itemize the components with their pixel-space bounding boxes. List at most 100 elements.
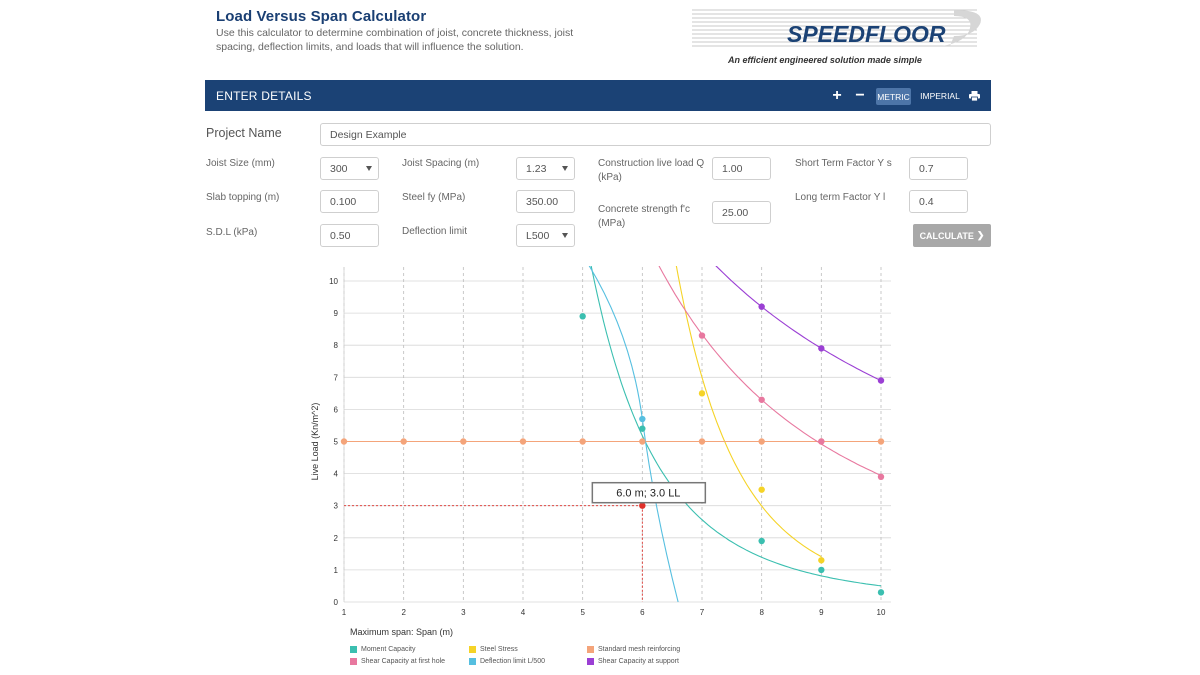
chart-points <box>340 303 885 596</box>
x-tick-label: 2 <box>401 608 406 617</box>
x-tick-label: 1 <box>342 608 347 617</box>
legend-label: Shear Capacity at first hole <box>361 658 446 665</box>
selected-point <box>639 502 646 509</box>
steel-fy-label: Steel fy (MPa) <box>402 192 466 203</box>
legend-item[interactable]: Steel Stress <box>469 646 518 653</box>
series-point-4 <box>639 415 646 423</box>
y-axis-label: Live Load (Kn/m^2) <box>310 403 320 481</box>
legend-item[interactable]: Moment Capacity <box>350 646 415 653</box>
series-point-2 <box>639 438 646 445</box>
y-tick-label: 1 <box>334 566 339 575</box>
series-line-3 <box>658 266 882 476</box>
print-icon[interactable] <box>967 80 981 111</box>
legend-label: Shear Capacity at support <box>598 658 679 665</box>
y-tick-label: 7 <box>334 373 339 382</box>
legend-swatch <box>587 646 594 653</box>
minus-icon[interactable]: − <box>855 86 865 104</box>
long-term-factor-input[interactable]: 0.4 <box>909 190 968 213</box>
chevron-down-icon <box>366 166 372 171</box>
y-tick-label: 5 <box>334 438 339 447</box>
concrete-strength-label: Concrete strength f'c (MPa) <box>598 204 690 229</box>
imperial-button[interactable]: IMPERIAL <box>920 90 960 101</box>
joist-size-select[interactable]: 300 <box>320 157 379 180</box>
joist-spacing-value: 1.23 <box>526 163 547 175</box>
plus-icon[interactable]: + <box>832 86 842 104</box>
series-point-0 <box>758 537 765 545</box>
series-point-5 <box>818 345 825 352</box>
y-tick-label: 3 <box>334 502 339 511</box>
series-line-0 <box>590 266 882 587</box>
legend-item[interactable]: Shear Capacity at first hole <box>350 658 445 665</box>
series-point-0 <box>877 589 885 596</box>
legend-swatch <box>350 658 357 665</box>
series-point-5 <box>877 377 885 384</box>
series-point-0 <box>639 425 646 432</box>
series-point-2 <box>877 438 885 445</box>
legend-swatch <box>350 646 357 653</box>
series-line-5 <box>715 266 882 381</box>
metric-button[interactable]: METRIC <box>876 88 911 105</box>
page-title: Load Versus Span Calculator <box>216 8 427 25</box>
legend-swatch <box>587 658 594 665</box>
deflection-limit-select[interactable]: L500 <box>516 224 575 247</box>
long-term-factor-label: Long term Factor Y l <box>795 192 886 203</box>
legend-label: Standard mesh reinforcing <box>598 646 681 653</box>
series-point-0 <box>818 566 825 574</box>
x-tick-label: 3 <box>461 608 466 617</box>
enter-details-header: ENTER DETAILS + − METRIC IMPERIAL <box>205 80 991 111</box>
y-tick-label: 9 <box>334 309 339 318</box>
series-point-2 <box>758 438 765 445</box>
legend-item[interactable]: Standard mesh reinforcing <box>587 646 680 653</box>
series-point-3 <box>758 396 765 403</box>
series-point-1 <box>698 390 706 397</box>
x-tick-label: 7 <box>700 608 705 617</box>
construction-live-load-input[interactable]: 1.00 <box>712 157 771 180</box>
slab-topping-label: Slab topping (m) <box>206 192 280 203</box>
series-point-2 <box>400 438 407 445</box>
series-point-3 <box>818 438 825 445</box>
series-point-2 <box>698 438 706 445</box>
short-term-factor-label: Short Term Factor Y s <box>795 158 892 169</box>
project-name-input[interactable]: Design Example <box>320 123 991 146</box>
series-point-2 <box>460 438 467 445</box>
series-point-1 <box>818 557 825 564</box>
short-term-factor-input[interactable]: 0.7 <box>909 157 968 180</box>
x-axis-label: Maximum span: Span (m) <box>350 627 453 637</box>
calculate-button[interactable]: CALCULATE ❯ <box>913 224 991 247</box>
series-point-5 <box>758 303 765 310</box>
sdl-label: S.D.L (kPa) <box>206 227 258 238</box>
y-tick-label: 0 <box>334 598 339 607</box>
x-tick-label: 8 <box>759 608 764 617</box>
legend-swatch <box>469 658 476 665</box>
legend-item[interactable]: Deflection limit L/500 <box>469 658 545 665</box>
chevron-down-icon <box>562 233 568 238</box>
joist-size-label: Joist Size (mm) <box>206 158 275 169</box>
y-tick-label: 6 <box>334 405 339 414</box>
steel-fy-input[interactable]: 350.00 <box>516 190 575 213</box>
x-tick-label: 5 <box>580 608 585 617</box>
joist-spacing-select[interactable]: 1.23 <box>516 157 575 180</box>
tooltip-text: 6.0 m; 3.0 LL <box>616 488 680 500</box>
y-tick-label: 8 <box>334 341 339 350</box>
series-point-1 <box>758 486 765 493</box>
enter-details-title: ENTER DETAILS <box>216 89 312 103</box>
legend-item[interactable]: Shear Capacity at support <box>587 658 679 665</box>
x-tick-label: 9 <box>819 608 824 617</box>
series-point-3 <box>877 473 885 481</box>
chevron-right-icon: ❯ <box>976 230 985 240</box>
joist-spacing-label: Joist Spacing (m) <box>402 158 480 169</box>
x-tick-label: 6 <box>640 608 645 617</box>
x-tick-label: 10 <box>877 608 886 617</box>
series-point-2 <box>340 438 348 445</box>
series-point-3 <box>698 332 706 339</box>
concrete-strength-input[interactable]: 25.00 <box>712 201 771 224</box>
y-tick-label: 4 <box>334 470 339 479</box>
legend-swatch <box>469 646 476 653</box>
y-tick-label: 2 <box>334 534 339 543</box>
y-tick-label: 10 <box>329 277 338 286</box>
page-description: Use this calculator to determine combina… <box>216 27 574 53</box>
slab-topping-input[interactable]: 0.100 <box>320 190 379 213</box>
sdl-input[interactable]: 0.50 <box>320 224 379 247</box>
chart-grid <box>343 267 891 603</box>
